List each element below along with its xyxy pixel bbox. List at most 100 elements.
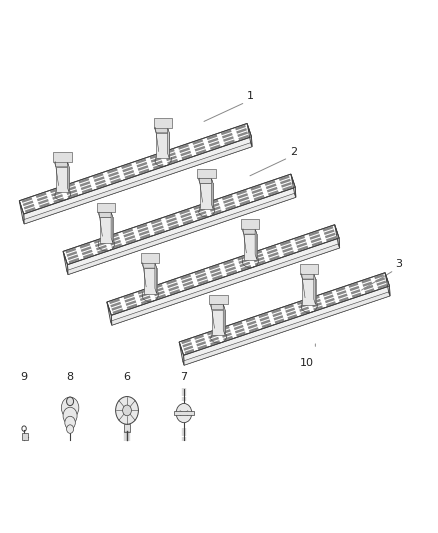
Polygon shape [196, 211, 206, 217]
Polygon shape [100, 217, 113, 243]
Polygon shape [300, 264, 318, 274]
Polygon shape [247, 320, 257, 326]
Polygon shape [275, 319, 284, 324]
Polygon shape [225, 205, 236, 211]
Polygon shape [235, 125, 246, 131]
Polygon shape [141, 253, 159, 263]
Polygon shape [19, 124, 251, 214]
Polygon shape [121, 163, 132, 169]
Polygon shape [50, 188, 61, 193]
Polygon shape [94, 238, 105, 244]
Polygon shape [224, 140, 235, 145]
Polygon shape [97, 248, 108, 254]
Polygon shape [153, 225, 164, 231]
Circle shape [116, 397, 138, 424]
Polygon shape [165, 152, 176, 158]
Polygon shape [198, 178, 213, 183]
Polygon shape [183, 281, 193, 287]
Polygon shape [375, 277, 385, 282]
Polygon shape [39, 203, 50, 208]
Circle shape [67, 425, 74, 433]
Polygon shape [81, 246, 92, 252]
Polygon shape [234, 325, 244, 330]
Circle shape [61, 397, 79, 418]
Polygon shape [210, 268, 221, 273]
Polygon shape [265, 180, 276, 186]
Polygon shape [184, 349, 194, 354]
Polygon shape [197, 276, 208, 282]
Polygon shape [53, 152, 72, 161]
Polygon shape [224, 263, 235, 269]
Polygon shape [108, 172, 119, 177]
Circle shape [63, 407, 77, 424]
Polygon shape [281, 244, 292, 249]
Polygon shape [96, 245, 107, 251]
Polygon shape [194, 142, 204, 148]
Polygon shape [222, 133, 233, 139]
Polygon shape [166, 279, 177, 285]
Polygon shape [224, 201, 235, 207]
Polygon shape [325, 298, 335, 303]
Polygon shape [67, 251, 77, 257]
Polygon shape [25, 207, 35, 213]
Polygon shape [300, 274, 315, 279]
Polygon shape [110, 178, 121, 184]
Polygon shape [207, 330, 217, 335]
Polygon shape [326, 301, 336, 306]
Polygon shape [124, 235, 135, 241]
Polygon shape [222, 195, 233, 200]
Polygon shape [197, 168, 215, 178]
Polygon shape [251, 188, 262, 194]
Polygon shape [107, 225, 339, 316]
Polygon shape [251, 185, 261, 191]
Polygon shape [22, 433, 28, 440]
Polygon shape [281, 182, 292, 188]
Polygon shape [139, 292, 149, 298]
Polygon shape [280, 240, 291, 246]
Polygon shape [285, 308, 295, 313]
Polygon shape [247, 124, 252, 147]
Polygon shape [111, 212, 113, 243]
Polygon shape [339, 297, 349, 302]
Polygon shape [181, 216, 192, 222]
Polygon shape [223, 136, 234, 142]
Polygon shape [98, 212, 113, 217]
Text: 7: 7 [180, 372, 187, 382]
Polygon shape [279, 175, 290, 181]
Polygon shape [94, 176, 105, 182]
Polygon shape [192, 139, 203, 145]
Polygon shape [21, 197, 32, 203]
Polygon shape [325, 232, 336, 238]
Polygon shape [240, 262, 250, 268]
Polygon shape [82, 249, 92, 255]
Polygon shape [170, 289, 180, 295]
Polygon shape [67, 161, 69, 192]
Polygon shape [337, 290, 346, 295]
Polygon shape [23, 143, 252, 224]
Polygon shape [124, 170, 134, 176]
Polygon shape [109, 175, 120, 181]
Polygon shape [166, 217, 177, 223]
Polygon shape [154, 127, 169, 133]
Polygon shape [311, 299, 321, 304]
Polygon shape [286, 311, 296, 316]
Polygon shape [255, 229, 257, 260]
Polygon shape [139, 230, 149, 236]
Polygon shape [54, 161, 69, 167]
Polygon shape [302, 279, 315, 305]
Polygon shape [220, 326, 230, 331]
Polygon shape [249, 327, 259, 333]
Circle shape [123, 405, 131, 416]
Polygon shape [313, 305, 323, 311]
Polygon shape [155, 263, 157, 294]
Polygon shape [122, 167, 133, 172]
Polygon shape [385, 273, 390, 296]
Polygon shape [311, 237, 321, 243]
Polygon shape [196, 341, 206, 346]
Polygon shape [124, 173, 135, 179]
Polygon shape [235, 328, 245, 334]
Polygon shape [374, 274, 384, 279]
Text: 9: 9 [21, 372, 28, 382]
Polygon shape [83, 253, 94, 259]
Polygon shape [110, 240, 121, 246]
